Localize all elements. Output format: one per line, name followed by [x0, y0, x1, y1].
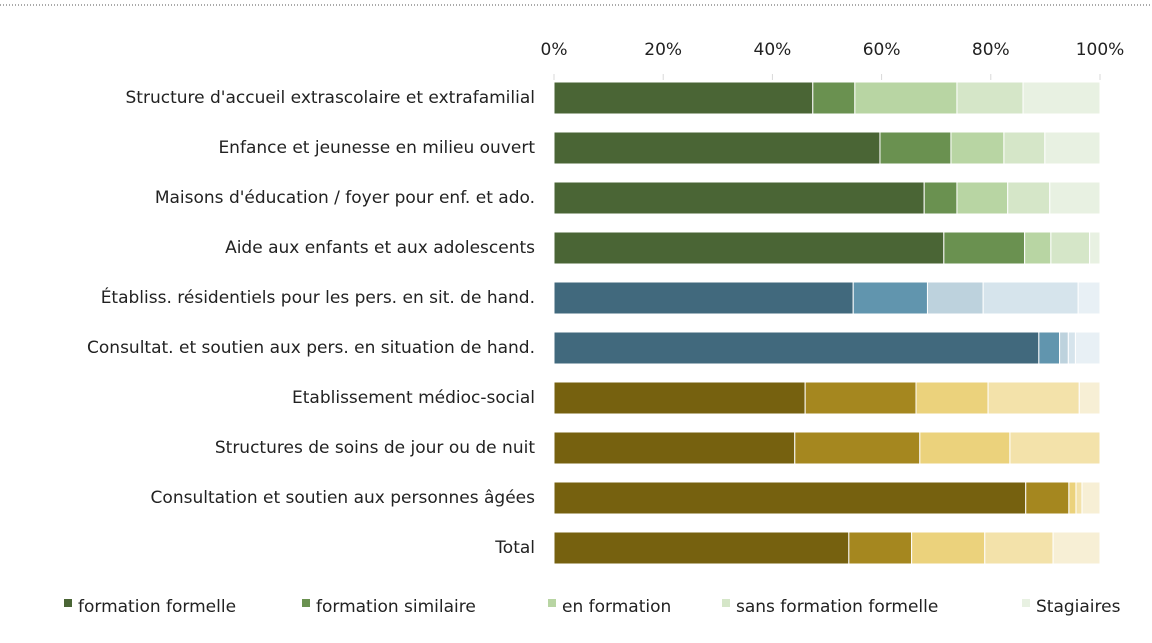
bar-segment — [1075, 481, 1083, 515]
bar-segment — [1003, 131, 1046, 165]
category-label: Consultation et soutien aux personnes âg… — [151, 488, 536, 508]
bar-segment — [1050, 231, 1091, 265]
bar-segment — [1081, 481, 1101, 515]
bar-segment — [943, 231, 1026, 265]
bar-segment — [915, 381, 989, 415]
x-tick-label: 20% — [644, 40, 682, 60]
bar-segment — [987, 381, 1080, 415]
bar-segment — [1052, 531, 1101, 565]
bar-segment — [1067, 331, 1076, 365]
bar-segment — [919, 431, 1011, 465]
x-tick-label: 60% — [863, 40, 901, 60]
legend-swatch — [302, 599, 310, 607]
bar-segment — [1038, 331, 1061, 365]
legend-label: sans formation formelle — [736, 597, 938, 617]
category-label: Aide aux enfants et aux adolescents — [225, 238, 535, 258]
x-tick-label: 80% — [972, 40, 1010, 60]
bar-segment — [984, 531, 1054, 565]
category-label: Établiss. résidentiels pour les pers. en… — [101, 286, 535, 308]
bar-segment — [950, 131, 1005, 165]
category-label: Consultat. et soutien aux pers. en situa… — [87, 338, 535, 358]
bar-segment — [956, 181, 1009, 215]
bar-segment — [1007, 181, 1051, 215]
bar-segment — [794, 431, 921, 465]
bar-segment — [804, 381, 917, 415]
bar-segment — [1078, 381, 1101, 415]
bar-segment — [1089, 231, 1101, 265]
bar-segment — [553, 231, 945, 265]
legend-swatch — [1022, 599, 1030, 607]
legend-label: en formation — [562, 597, 671, 617]
bar-segment — [553, 381, 806, 415]
bar-segment — [1059, 331, 1069, 365]
bar-segment — [926, 281, 984, 315]
bar-segment — [812, 81, 856, 115]
bar-segment — [553, 131, 881, 165]
bar-segment — [553, 331, 1040, 365]
x-tick-label: 40% — [754, 40, 792, 60]
bar-segment — [848, 531, 913, 565]
bar-segment — [553, 281, 854, 315]
bar-segment — [852, 281, 928, 315]
bar-segment — [553, 431, 796, 465]
bar-segment — [553, 481, 1027, 515]
x-tick-label: 0% — [541, 40, 568, 60]
bar-segment — [1044, 131, 1101, 165]
bar-segment — [1074, 331, 1101, 365]
bar-segment — [1025, 481, 1070, 515]
bar-segment — [854, 81, 958, 115]
legend-label: formation formelle — [78, 597, 236, 617]
bar-segment — [911, 531, 986, 565]
category-label: Maisons d'éducation / foyer pour enf. et… — [155, 188, 535, 208]
bar-segment — [553, 81, 814, 115]
bar-segment — [1068, 481, 1077, 515]
category-label: Enfance et jeunesse en milieu ouvert — [218, 138, 535, 158]
bar-segment — [923, 181, 958, 215]
bar-segment — [982, 281, 1079, 315]
legend-swatch — [548, 599, 556, 607]
bar-segment — [1009, 431, 1101, 465]
bar-segment — [1077, 281, 1101, 315]
category-label: Total — [494, 538, 535, 558]
category-label: Structures de soins de jour ou de nuit — [215, 438, 535, 458]
legend-swatch — [64, 599, 72, 607]
category-label: Etablissement médioc-social — [292, 388, 535, 408]
bar-segment — [553, 531, 850, 565]
category-label: Structure d'accueil extrascolaire et ext… — [126, 88, 535, 108]
legend-label: formation similaire — [316, 597, 476, 617]
bar-segment — [553, 181, 925, 215]
legend-label: Stagiaires — [1036, 597, 1121, 617]
bar-segment — [1049, 181, 1101, 215]
bar-segment — [956, 81, 1024, 115]
x-tick-label: 100% — [1076, 40, 1125, 60]
bar-segment — [1024, 231, 1052, 265]
legend-swatch — [722, 599, 730, 607]
bar-segment — [1022, 81, 1101, 115]
bar-segment — [879, 131, 952, 165]
